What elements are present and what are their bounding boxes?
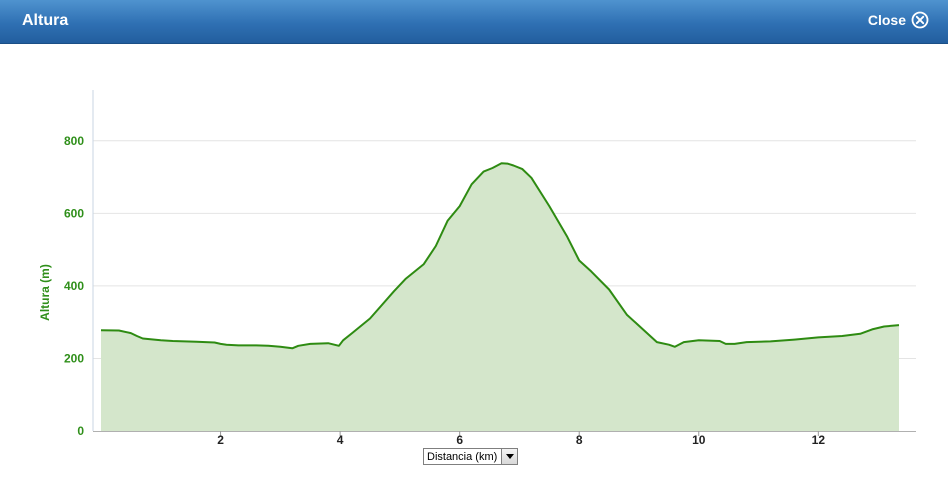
x-tick-label: 8	[576, 433, 583, 447]
y-tick-label: 400	[64, 279, 84, 293]
y-tick-label: 0	[77, 424, 84, 438]
x-tick-label: 12	[812, 433, 826, 447]
x-axis-selector[interactable]: Distancia (km)	[423, 448, 519, 465]
y-tick-label: 200	[64, 351, 84, 365]
close-label: Close	[867, 12, 906, 28]
elevation-chart: 0 200 400 600 800 2 4 6 8 10 12 Altura (m)	[38, 90, 916, 447]
elevation-line	[100, 162, 900, 350]
y-tick-label: 600	[64, 206, 84, 220]
dialog-titlebar: Altura Close	[0, 0, 948, 44]
x-tick-label: 6	[456, 433, 463, 447]
close-button[interactable]: Close	[868, 11, 929, 29]
x-tick-label: 10	[692, 433, 706, 447]
x-axis-selector-value: Distancia (km)	[427, 451, 498, 463]
y-axis-title: Altura (m)	[38, 264, 52, 321]
x-tick-label: 2	[217, 433, 224, 447]
circle-x-icon	[911, 11, 929, 29]
y-tick-label: 800	[64, 134, 84, 148]
x-tick-label: 4	[337, 433, 344, 447]
dialog-title: Altura	[22, 12, 69, 29]
chevron-down-icon[interactable]	[501, 449, 518, 464]
elevation-area	[101, 163, 899, 432]
